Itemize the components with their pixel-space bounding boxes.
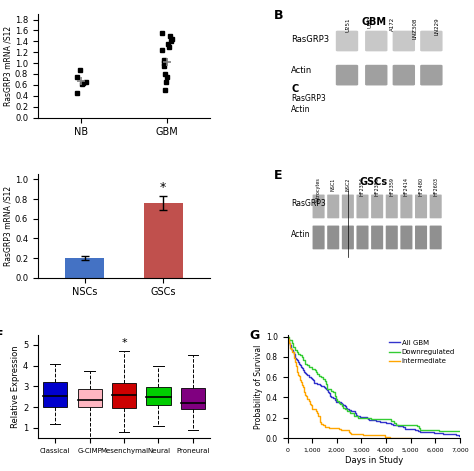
Downregulated: [285, 334, 291, 340]
FancyBboxPatch shape: [392, 65, 415, 85]
Text: U87: U87: [368, 17, 373, 28]
Legend: All GBM, Downregulated, Intermediate: All GBM, Downregulated, Intermediate: [388, 338, 456, 366]
Y-axis label: Probability of Survival: Probability of Survival: [254, 344, 263, 429]
FancyBboxPatch shape: [356, 226, 368, 249]
Intermediate: [307, 401, 313, 406]
Downregulated: [292, 344, 297, 349]
FancyBboxPatch shape: [386, 226, 398, 249]
Downregulated: [342, 406, 348, 412]
FancyBboxPatch shape: [365, 65, 387, 85]
Bar: [144, 203, 182, 278]
Y-axis label: Relative Expression: Relative Expression: [11, 345, 20, 428]
Text: GBM: GBM: [361, 17, 386, 27]
Intermediate: [294, 367, 300, 373]
Text: NSC2: NSC2: [346, 178, 350, 191]
Text: RasGRP3: RasGRP3: [291, 199, 326, 208]
Text: B: B: [274, 9, 283, 22]
Text: RasGRP3: RasGRP3: [291, 94, 326, 104]
Y-axis label: RasGRP3 mRNA /S12: RasGRP3 mRNA /S12: [3, 186, 12, 266]
FancyBboxPatch shape: [342, 195, 354, 219]
FancyBboxPatch shape: [336, 31, 358, 51]
Text: C: C: [291, 84, 298, 94]
Text: *: *: [160, 181, 166, 194]
Y-axis label: RasGRP3 mRNA /S12: RasGRP3 mRNA /S12: [3, 26, 12, 106]
FancyBboxPatch shape: [365, 31, 387, 51]
Text: Astrocytes: Astrocytes: [316, 178, 321, 203]
Line: Downregulated: Downregulated: [288, 337, 460, 431]
Text: E: E: [274, 169, 283, 182]
FancyBboxPatch shape: [342, 226, 354, 249]
Intermediate: [285, 334, 291, 340]
Text: *: *: [121, 338, 127, 348]
All GBM: [311, 380, 317, 385]
All GBM: [298, 362, 303, 368]
FancyBboxPatch shape: [312, 195, 325, 219]
FancyBboxPatch shape: [420, 31, 443, 51]
Bar: [43, 382, 67, 407]
Text: HF2355: HF2355: [374, 178, 380, 196]
FancyBboxPatch shape: [327, 195, 339, 219]
All GBM: [300, 366, 306, 372]
Text: LN229: LN229: [435, 17, 440, 35]
Downregulated: [314, 371, 320, 377]
All GBM: [457, 433, 463, 439]
FancyBboxPatch shape: [371, 226, 383, 249]
FancyBboxPatch shape: [312, 226, 325, 249]
FancyBboxPatch shape: [371, 195, 383, 219]
Intermediate: [408, 435, 413, 441]
Text: GSCs: GSCs: [360, 178, 388, 187]
Intermediate: [294, 367, 300, 373]
Bar: [146, 387, 171, 405]
Intermediate: [387, 435, 392, 441]
Downregulated: [302, 361, 308, 366]
FancyBboxPatch shape: [420, 65, 443, 85]
Downregulated: [437, 429, 442, 434]
Text: G: G: [250, 330, 260, 342]
FancyBboxPatch shape: [392, 31, 415, 51]
X-axis label: Days in Study: Days in Study: [345, 455, 403, 464]
Bar: [65, 258, 104, 278]
Downregulated: [302, 359, 308, 365]
Text: LNZ308: LNZ308: [412, 17, 418, 39]
All GBM: [402, 425, 408, 430]
FancyBboxPatch shape: [415, 226, 427, 249]
FancyBboxPatch shape: [356, 195, 368, 219]
Text: Actin: Actin: [291, 105, 310, 114]
Text: HF2359: HF2359: [389, 178, 394, 196]
All GBM: [285, 334, 291, 340]
FancyBboxPatch shape: [415, 195, 427, 219]
FancyBboxPatch shape: [401, 195, 412, 219]
Text: U251: U251: [346, 17, 350, 32]
FancyBboxPatch shape: [336, 65, 358, 85]
Text: HF2414: HF2414: [404, 178, 409, 196]
All GBM: [456, 433, 462, 439]
Intermediate: [317, 415, 322, 421]
Text: HF2354: HF2354: [360, 178, 365, 196]
FancyBboxPatch shape: [429, 226, 442, 249]
FancyBboxPatch shape: [429, 195, 442, 219]
Text: Actin: Actin: [291, 230, 310, 239]
Bar: [181, 389, 205, 409]
All GBM: [334, 398, 339, 404]
Text: Actin: Actin: [291, 66, 312, 75]
Text: NSC1: NSC1: [331, 178, 336, 191]
Downregulated: [457, 429, 463, 434]
Bar: [78, 390, 101, 407]
Bar: [112, 383, 136, 408]
Text: F: F: [0, 330, 3, 342]
Intermediate: [287, 343, 293, 349]
Text: RasGRP3: RasGRP3: [291, 35, 329, 44]
FancyBboxPatch shape: [327, 226, 339, 249]
Line: All GBM: All GBM: [288, 337, 460, 436]
Line: Intermediate: Intermediate: [288, 337, 410, 438]
Downregulated: [333, 395, 339, 400]
Text: HF2480: HF2480: [419, 178, 424, 196]
Intermediate: [317, 415, 322, 421]
Text: HF2603: HF2603: [433, 178, 438, 196]
FancyBboxPatch shape: [386, 195, 398, 219]
All GBM: [300, 365, 305, 370]
Text: A172: A172: [390, 17, 395, 32]
FancyBboxPatch shape: [401, 226, 412, 249]
